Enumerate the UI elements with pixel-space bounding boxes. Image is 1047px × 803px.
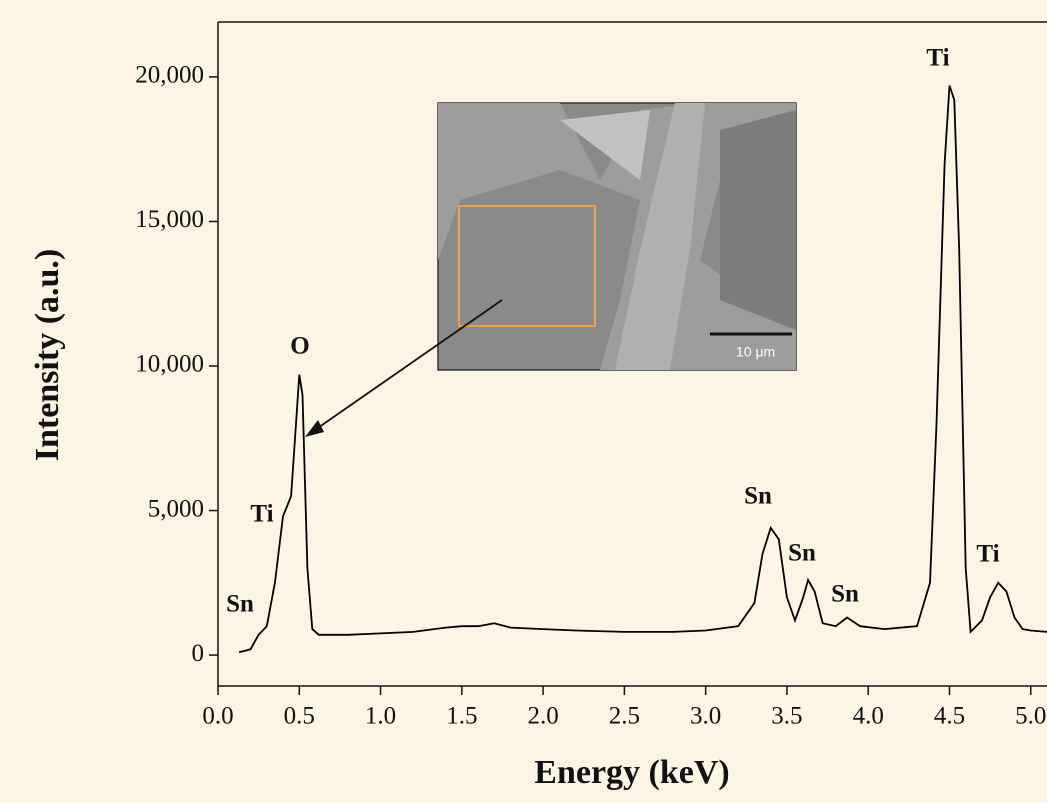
peak-label: Ti bbox=[250, 501, 273, 528]
x-tick-label: 1.5 bbox=[446, 703, 477, 730]
x-tick-label: 0.0 bbox=[202, 703, 233, 730]
peak-label: Sn bbox=[744, 483, 772, 510]
peak-label: Ti bbox=[926, 45, 949, 72]
x-tick-label: 5.0 bbox=[1015, 703, 1046, 730]
y-tick-label: 10,000 bbox=[135, 351, 204, 378]
peak-label: Ti bbox=[976, 541, 999, 568]
spectrum-line bbox=[238, 85, 1047, 654]
y-axis-label: Intensity (a.u.) bbox=[29, 249, 66, 462]
x-tick-label: 2.5 bbox=[609, 703, 640, 730]
x-tick-label: 3.5 bbox=[771, 703, 802, 730]
peak-label: Sn bbox=[831, 581, 859, 608]
x-tick-label: 4.5 bbox=[934, 703, 965, 730]
peak-label: O bbox=[290, 333, 309, 360]
y-tick-label: 0 bbox=[192, 640, 205, 667]
x-tick-label: 4.0 bbox=[853, 703, 884, 730]
y-tick-label: 15,000 bbox=[135, 206, 204, 233]
y-tick-label: 20,000 bbox=[135, 62, 204, 89]
x-tick-label: 1.0 bbox=[365, 703, 396, 730]
y-tick-label: 5,000 bbox=[148, 495, 204, 522]
arrow bbox=[305, 299, 503, 437]
x-tick-label: 2.0 bbox=[527, 703, 558, 730]
peak-label: Sn bbox=[226, 591, 254, 618]
sem-inset: 10 μm bbox=[437, 102, 797, 371]
inset-scale-label: 10 μm bbox=[736, 344, 775, 360]
peak-label: Sn bbox=[788, 540, 816, 567]
x-axis-label: Energy (keV) bbox=[534, 754, 729, 791]
x-tick-label: 3.0 bbox=[690, 703, 721, 730]
x-tick-label: 0.5 bbox=[284, 703, 315, 730]
